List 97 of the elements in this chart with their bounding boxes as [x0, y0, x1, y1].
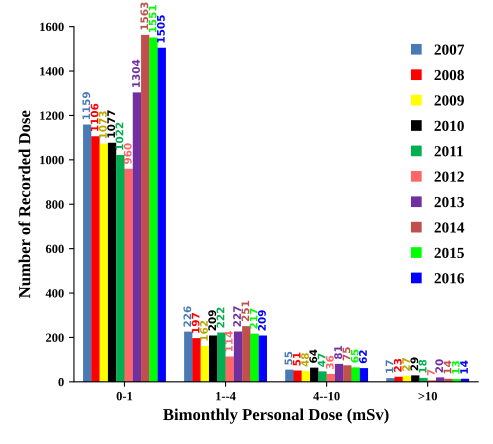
bar — [226, 356, 234, 382]
data-label: 227 — [233, 306, 241, 326]
data-label: 1106 — [90, 104, 98, 131]
bar — [343, 365, 352, 382]
data-label: 23 — [394, 358, 402, 372]
y-tick-label: 600 — [46, 244, 64, 254]
y-tick-label: 1200 — [40, 111, 64, 120]
bar — [394, 376, 403, 382]
legend-label: 2011 — [434, 146, 463, 156]
y-axis-title: Number of Recorded Dose — [18, 110, 30, 298]
legend-label: 2016 — [434, 273, 464, 284]
data-label: 226 — [183, 306, 192, 327]
data-label: 14 — [460, 360, 468, 374]
legend-label: 2015 — [434, 248, 464, 258]
data-label: 13 — [452, 361, 460, 374]
y-tick-label: 200 — [46, 333, 64, 342]
bar — [293, 370, 302, 382]
data-label: 209 — [258, 310, 266, 330]
data-label: 75 — [342, 347, 350, 360]
y-tick-label: 400 — [46, 289, 64, 298]
data-label: 1304 — [132, 60, 140, 88]
bar — [436, 377, 444, 382]
data-label: 222 — [216, 308, 224, 328]
data-label: 64 — [309, 349, 318, 363]
legend-label: 2008 — [434, 70, 464, 80]
bar — [100, 144, 108, 382]
data-label: 17 — [386, 360, 394, 373]
y-tick-label: 0 — [58, 378, 64, 386]
data-label: 65 — [350, 349, 359, 363]
bar — [141, 34, 150, 382]
bar — [200, 346, 209, 382]
x-tick-label: 4--10 — [313, 392, 340, 400]
bar — [149, 38, 158, 382]
legend-label: 2014 — [434, 222, 464, 233]
data-label: 20 — [435, 359, 444, 372]
bar — [192, 338, 201, 382]
bar — [184, 332, 192, 382]
legend-label: 2013 — [434, 196, 464, 208]
y-tick-label: 1400 — [40, 67, 64, 76]
bar — [124, 168, 133, 382]
bar — [132, 92, 142, 382]
data-label: 1073 — [98, 111, 107, 138]
legend-label: 2007 — [434, 44, 464, 55]
data-label: 7 — [427, 370, 435, 376]
y-tick-label: 1000 — [40, 156, 64, 164]
legend-label: 2012 — [434, 172, 464, 182]
data-label: 1077 — [107, 110, 116, 138]
bar — [83, 124, 92, 382]
legend-label: 2009 — [434, 95, 464, 106]
data-label: 36 — [326, 356, 334, 369]
bar — [91, 136, 100, 382]
x-tick-label: 1--4 — [216, 392, 236, 400]
data-label: 162 — [200, 320, 208, 341]
x-axis-title: Bimonthly Personal Dose (mSv) — [163, 408, 389, 424]
data-label: 62 — [359, 350, 367, 364]
data-label: 960 — [124, 143, 132, 164]
x-tick-label: >10 — [418, 392, 438, 400]
legend-label: 2010 — [434, 120, 464, 132]
bar — [302, 371, 310, 382]
bar — [318, 371, 327, 382]
data-label: 1159 — [82, 92, 90, 120]
data-label: 14 — [444, 360, 452, 374]
y-tick-label: 800 — [46, 200, 64, 209]
data-label: 209 — [208, 310, 216, 330]
bar — [351, 367, 360, 382]
data-label: 1505 — [156, 15, 165, 42]
data-label: 18 — [418, 360, 427, 372]
bar — [326, 374, 335, 382]
data-label: 51 — [292, 352, 301, 366]
bar — [234, 331, 242, 382]
bar — [360, 368, 368, 382]
data-label: 251 — [241, 300, 250, 322]
bar — [334, 364, 344, 382]
bar — [386, 378, 395, 382]
bar — [242, 326, 250, 382]
data-label: 1563 — [140, 2, 148, 30]
data-label: 1551 — [148, 5, 157, 32]
data-label: 27 — [402, 358, 410, 371]
data-label: 55 — [284, 352, 292, 365]
data-label: 48 — [301, 353, 309, 367]
data-label: 197 — [192, 313, 200, 333]
bar — [460, 378, 470, 382]
data-label: 81 — [334, 346, 342, 360]
bar — [444, 378, 453, 382]
bar — [158, 48, 166, 382]
data-label: 47 — [318, 354, 326, 367]
bar — [258, 335, 267, 382]
bar — [285, 370, 294, 382]
bar — [116, 154, 124, 382]
data-label: 1022 — [115, 122, 124, 150]
x-tick-label: 0-1 — [116, 392, 132, 400]
data-label: 29 — [410, 357, 418, 370]
bar — [217, 332, 226, 382]
bar — [250, 334, 259, 382]
data-label: 217 — [250, 308, 258, 329]
y-tick-label: 1600 — [40, 22, 64, 32]
data-label: 114 — [224, 331, 233, 352]
